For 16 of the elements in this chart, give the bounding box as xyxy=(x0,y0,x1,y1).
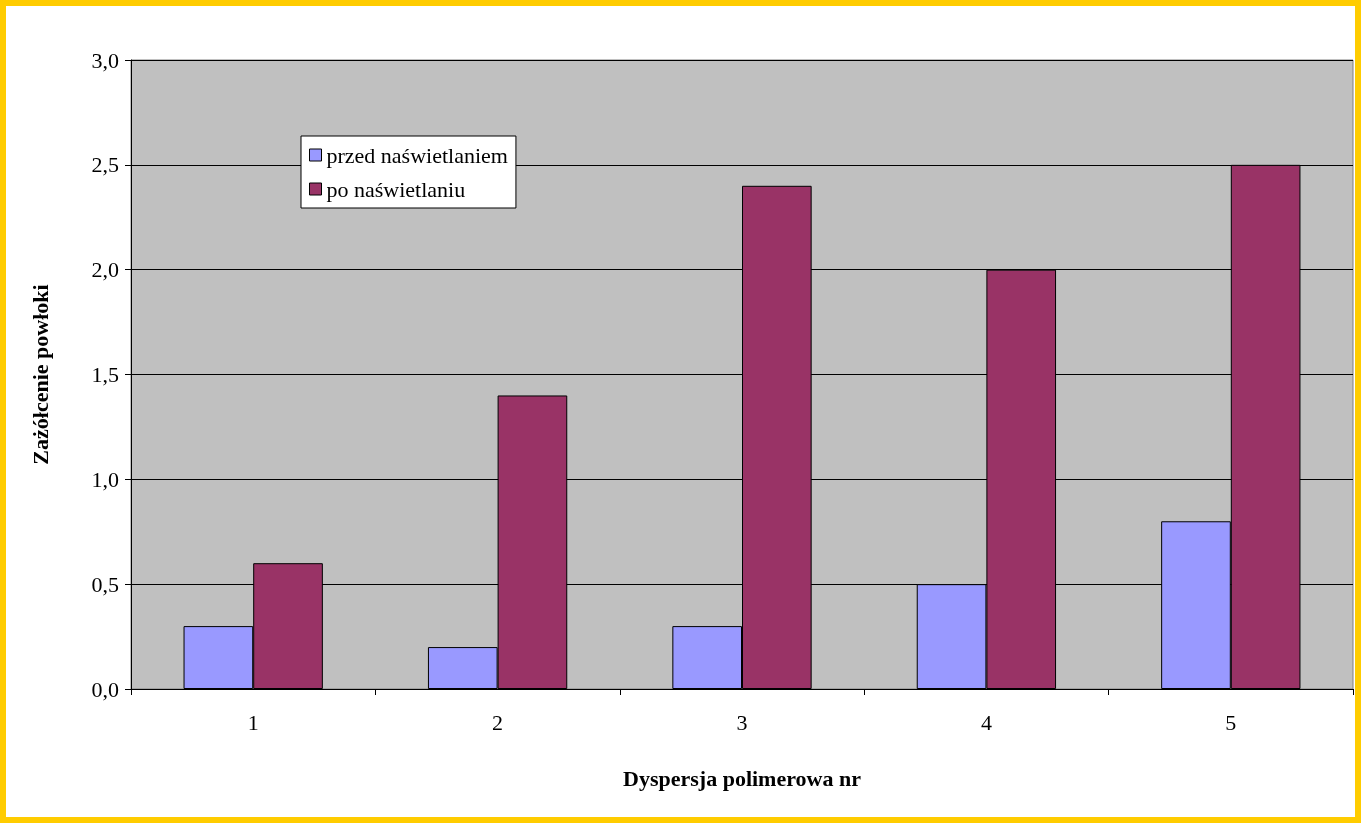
y-tick-label: 0,0 xyxy=(91,676,119,702)
y-tick-label: 2,0 xyxy=(91,257,119,283)
legend-label: przed naświetlaniem xyxy=(326,142,508,168)
x-axis-title: Dyspersja polimerowa nr xyxy=(623,765,862,791)
x-tick-label: 2 xyxy=(492,709,504,735)
y-tick-label: 3,0 xyxy=(91,47,119,73)
y-tick-label: 2,5 xyxy=(91,152,119,178)
x-tick-label: 4 xyxy=(980,709,992,735)
y-axis-title: Zażółcenie powłoki xyxy=(27,284,53,465)
x-tick-label: 1 xyxy=(247,709,259,735)
x-tick-label: 5 xyxy=(1225,709,1237,735)
y-tick-label: 1,5 xyxy=(91,362,119,387)
y-tick-label: 1,0 xyxy=(91,466,119,492)
y-tick-label: 0,5 xyxy=(91,571,119,597)
legend-label: po naświetlaniu xyxy=(326,176,466,202)
x-tick-label: 3 xyxy=(736,709,748,735)
